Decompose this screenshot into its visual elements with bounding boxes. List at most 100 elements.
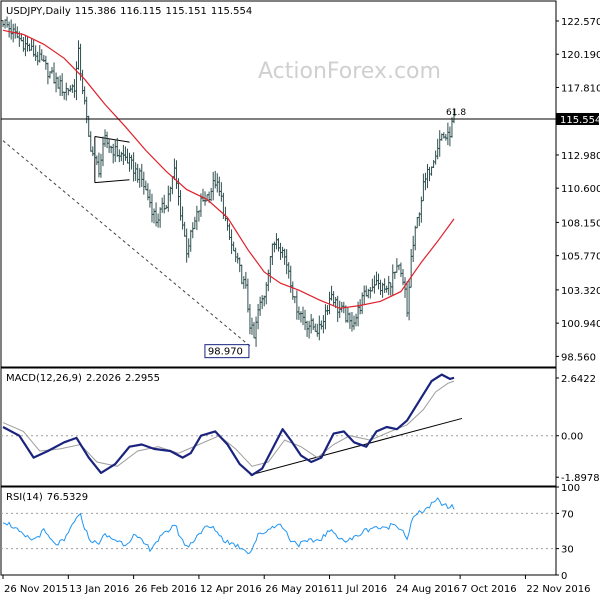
price-bar (405, 281, 409, 317)
price-bar (323, 304, 327, 330)
price-pane-border (0, 0, 557, 368)
ohlc-open: 115.386 (75, 6, 116, 17)
price-bar (123, 146, 127, 161)
price-bar (152, 208, 156, 224)
price-bar (197, 210, 201, 222)
price-bar (105, 131, 109, 149)
low-annotation: 98.970 (204, 344, 250, 359)
price-bar (36, 51, 40, 66)
price-bar (246, 278, 250, 313)
price-bar (395, 258, 399, 273)
price-bar (9, 19, 13, 40)
price-bar (240, 264, 244, 285)
price-bar (319, 320, 323, 330)
price-bar (174, 160, 178, 189)
price-bar (332, 291, 336, 307)
price-bar (32, 39, 36, 57)
watermark: ActionForex.com (258, 59, 441, 84)
macd-signal-line (2, 380, 455, 467)
price-bar (191, 222, 195, 239)
price-bar (3, 19, 7, 29)
price-bar (301, 306, 305, 326)
rsi-title: RSI(14) 76.5329 (6, 492, 88, 503)
price-bar (430, 166, 434, 176)
price-bar (187, 238, 191, 258)
price-tick-label: 108.150 (561, 218, 600, 229)
price-bar (107, 138, 111, 153)
last-price-label: 115.554 (560, 115, 600, 126)
price-bar (162, 194, 166, 214)
price-bar (144, 180, 148, 191)
price-bar (172, 158, 176, 180)
price-bar (128, 152, 132, 172)
price-bar (279, 242, 283, 260)
price-tick-label: 100.940 (561, 319, 600, 330)
price-bar (438, 130, 442, 157)
price-tick-label: 112.980 (561, 151, 600, 162)
price-bar (452, 108, 456, 124)
price-bar (62, 91, 66, 100)
price-bar (217, 176, 221, 197)
moving-average (2, 29, 455, 309)
price-bar (270, 243, 274, 266)
price-bar (113, 140, 117, 162)
rsi-levels (1, 512, 556, 550)
x-tick-label: 26 May 2016 (265, 584, 330, 595)
price-bar (230, 229, 234, 255)
price-bar (407, 279, 411, 321)
macd-value: 2.2026 (86, 373, 121, 384)
price-bar (44, 55, 48, 70)
price-bar (268, 256, 272, 283)
price-bar (432, 160, 436, 168)
price-bar (295, 290, 299, 320)
price-bar (358, 299, 362, 315)
price-bar (52, 62, 56, 84)
price-bar (252, 321, 256, 339)
price-bar (15, 26, 19, 39)
price-bar (83, 86, 87, 105)
price-bar (244, 271, 248, 289)
price-bar (330, 285, 334, 301)
price-bar (209, 187, 213, 202)
price-bar (303, 309, 307, 331)
price-bar (299, 311, 303, 323)
price-bar (101, 136, 105, 167)
price-bar (119, 151, 123, 162)
triangle-lower-line (94, 179, 130, 184)
ohlc-close: 115.554 (211, 6, 252, 17)
price-bar (125, 148, 129, 164)
price-bar (397, 264, 401, 271)
price-tick-label: 98.560 (561, 352, 596, 363)
macd-label: MACD(12,26,9) (6, 373, 82, 384)
price-bar (74, 61, 78, 101)
price-bar (211, 171, 215, 201)
price-bar (215, 173, 219, 193)
price-bar (391, 264, 395, 296)
macd-signal-value: 2.2955 (125, 373, 160, 384)
price-bar (374, 271, 378, 286)
price-bar (181, 206, 185, 230)
ohlc-low: 115.151 (165, 6, 206, 17)
price-bar (340, 301, 344, 313)
price-bar (389, 282, 393, 296)
price-trendline (2, 140, 251, 347)
price-bar (134, 162, 138, 181)
price-bar (266, 269, 270, 292)
price-bar (376, 273, 380, 290)
triangle-pattern (94, 136, 130, 184)
price-bar (364, 285, 368, 297)
price-annotations: 98.970 61.8 (204, 108, 466, 359)
price-bar (254, 316, 258, 347)
macd-signal-path (2, 380, 455, 467)
rsi-tick-label: 100 (561, 483, 580, 494)
x-tick-label: 26 Feb 2016 (135, 584, 197, 595)
price-bar (213, 170, 217, 189)
timeframe-label: Daily (45, 6, 70, 17)
price-bar (387, 275, 391, 296)
price-tick-label: 103.320 (561, 286, 600, 297)
x-tick-label: 26 Nov 2015 (4, 584, 68, 595)
price-bar (23, 34, 27, 57)
fib-annotation-label: 61.8 (446, 108, 466, 118)
price-bar (219, 182, 223, 202)
price-bar (281, 246, 285, 258)
